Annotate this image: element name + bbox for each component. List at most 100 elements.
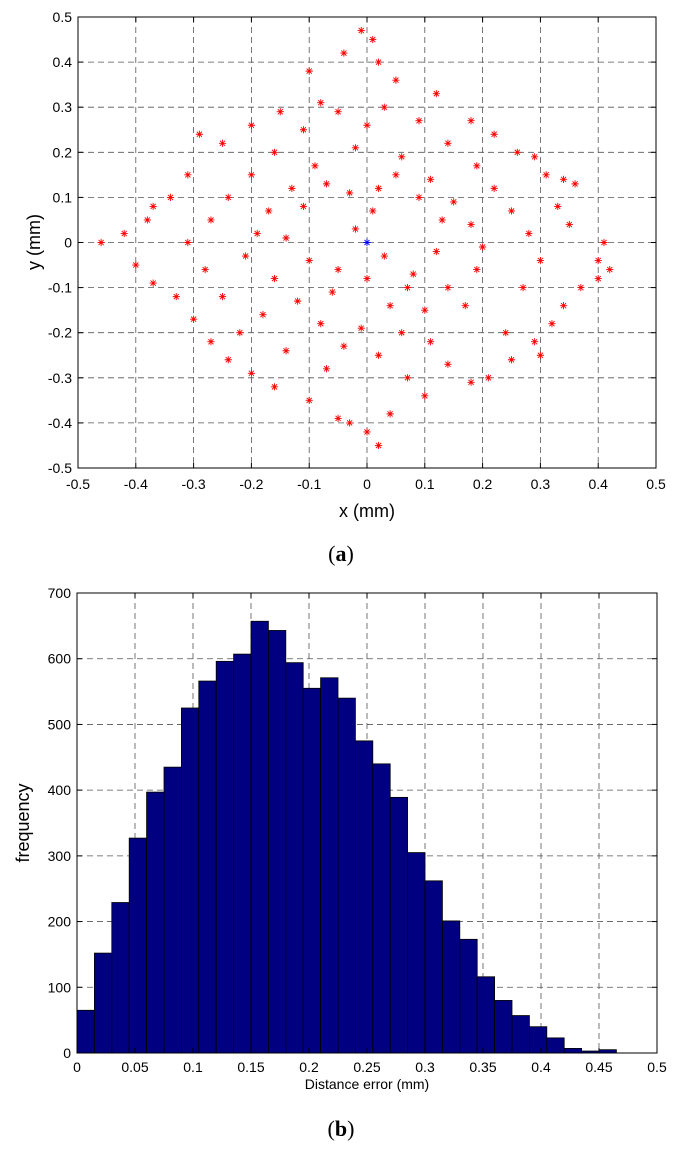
- scatter-point: [374, 58, 383, 66]
- scatter-point: [166, 193, 175, 201]
- histogram-y-tick-label: 300: [48, 848, 72, 864]
- scatter-point: [218, 139, 227, 147]
- histogram-x-tick-label: 0.25: [353, 1059, 380, 1075]
- scatter-point: [270, 274, 279, 283]
- histogram-bar: [267, 630, 287, 1054]
- histogram-bar: [215, 660, 234, 1054]
- scatter-point: [328, 288, 336, 296]
- scatter-y-tick-label: 0.4: [53, 54, 73, 70]
- scatter-point: [351, 225, 360, 233]
- scatter-point: [247, 369, 255, 377]
- scatter-point: [531, 153, 539, 161]
- scatter-y-tick-label: 0.3: [53, 99, 73, 115]
- histogram-y-tick-label: 700: [48, 585, 72, 601]
- histogram-bars: [76, 620, 617, 1054]
- scatter-point: [380, 252, 388, 260]
- scatter-point: [305, 67, 313, 75]
- histogram-x-tick-label: 0: [73, 1059, 81, 1075]
- scatter-point: [357, 324, 365, 332]
- scatter-point: [513, 148, 521, 156]
- scatter-point: [311, 162, 319, 170]
- scatter-y-tick-label: -0.1: [48, 280, 72, 296]
- histogram-y-tick-labels: 0 100 200 300 400 500 600 700: [48, 585, 72, 1061]
- scatter-x-tick-label: 0.2: [473, 476, 493, 492]
- histogram-bar: [198, 680, 217, 1054]
- scatter-point: [317, 320, 325, 328]
- histogram-bar: [476, 976, 496, 1054]
- histogram-bar: [146, 791, 165, 1054]
- histogram-x-tick-label: 0.3: [415, 1059, 435, 1075]
- scatter-point: [577, 284, 585, 292]
- scatter-point: [184, 238, 192, 247]
- scatter-point: [357, 26, 365, 35]
- scatter-point: [554, 202, 562, 211]
- scatter-point: [421, 306, 429, 314]
- scatter-x-tick-label: -0.3: [182, 476, 206, 492]
- scatter-point: [507, 207, 516, 215]
- scatter-point: [270, 383, 279, 391]
- scatter-point: [282, 234, 290, 242]
- scatter-point: [282, 347, 290, 355]
- scatter-point: [184, 171, 192, 179]
- histogram-y-tick-label: 400: [48, 782, 72, 798]
- scatter-point: [322, 180, 331, 188]
- scatter-point: [334, 414, 342, 422]
- scatter-point: [259, 311, 267, 319]
- scatter-point: [398, 329, 406, 337]
- scatter-point: [305, 256, 313, 265]
- scatter-point: [461, 302, 469, 310]
- scatter-point: [403, 284, 412, 292]
- scatter-point: [247, 121, 255, 129]
- scatter-point: [363, 121, 371, 129]
- scatter-point: [426, 175, 435, 183]
- histogram-bar: [163, 766, 182, 1054]
- scatter-point: [421, 392, 429, 400]
- scatter-point: [340, 342, 348, 350]
- scatter-x-tick-label: 0.4: [588, 476, 608, 492]
- scatter-point: [351, 144, 360, 152]
- scatter-point: [97, 238, 105, 247]
- histogram-bar: [250, 620, 269, 1054]
- scatter-point: [247, 171, 255, 179]
- scatter-point: [600, 238, 608, 247]
- histogram-bar: [372, 763, 391, 1054]
- scatter-point: [270, 148, 279, 156]
- scatter-point: [317, 99, 325, 107]
- scatter-point: [438, 216, 446, 224]
- scatter-point: [398, 153, 406, 161]
- histogram-y-tick-label: 200: [48, 914, 72, 930]
- scatter-y-tick-labels: -0.5 -0.4 -0.3 -0.2 -0.1 0 0.1 0.2 0.3 0.4 0.5: [48, 9, 72, 476]
- scatter-point: [201, 265, 209, 274]
- histogram-x-tick-label: 0.05: [121, 1059, 148, 1075]
- scatter-x-tick-label: 0.1: [415, 476, 435, 492]
- scatter-point: [571, 180, 579, 188]
- scatter-point: [143, 216, 151, 224]
- scatter-point: [374, 351, 383, 359]
- scatter-y-tick-label: -0.5: [48, 460, 72, 476]
- scatter-y-tick-label: -0.2: [48, 325, 72, 341]
- scatter-points: [97, 26, 614, 450]
- scatter-point: [363, 274, 371, 283]
- scatter-point: [484, 374, 492, 382]
- histogram-bar: [459, 938, 478, 1054]
- scatter-point: [415, 193, 423, 201]
- scatter-x-tick-label: -0.5: [66, 476, 90, 492]
- histogram-x-tick-labels: 0 0.05 0.1 0.15 0.2 0.25 0.3 0.35 0.4 0.45 0.5: [73, 1059, 667, 1075]
- scatter-point: [369, 35, 377, 44]
- histogram-x-tick-label: 0.45: [585, 1059, 612, 1075]
- scatter-point: [195, 130, 203, 138]
- caption-b-open-paren: (: [328, 1116, 335, 1141]
- scatter-point: [242, 252, 250, 260]
- caption-b-close-paren: ): [347, 1116, 354, 1141]
- caption-a-open-paren: (: [328, 541, 335, 566]
- scatter-point: [525, 229, 533, 238]
- scatter-point: [548, 320, 556, 328]
- histogram-bar: [233, 653, 252, 1054]
- scatter-point: [369, 207, 377, 215]
- histogram-x-tick-label: 0.5: [647, 1059, 667, 1075]
- histogram-bar: [111, 902, 130, 1054]
- histogram-bar: [389, 796, 409, 1054]
- scatter-point: [236, 329, 244, 337]
- scatter-point: [403, 374, 412, 382]
